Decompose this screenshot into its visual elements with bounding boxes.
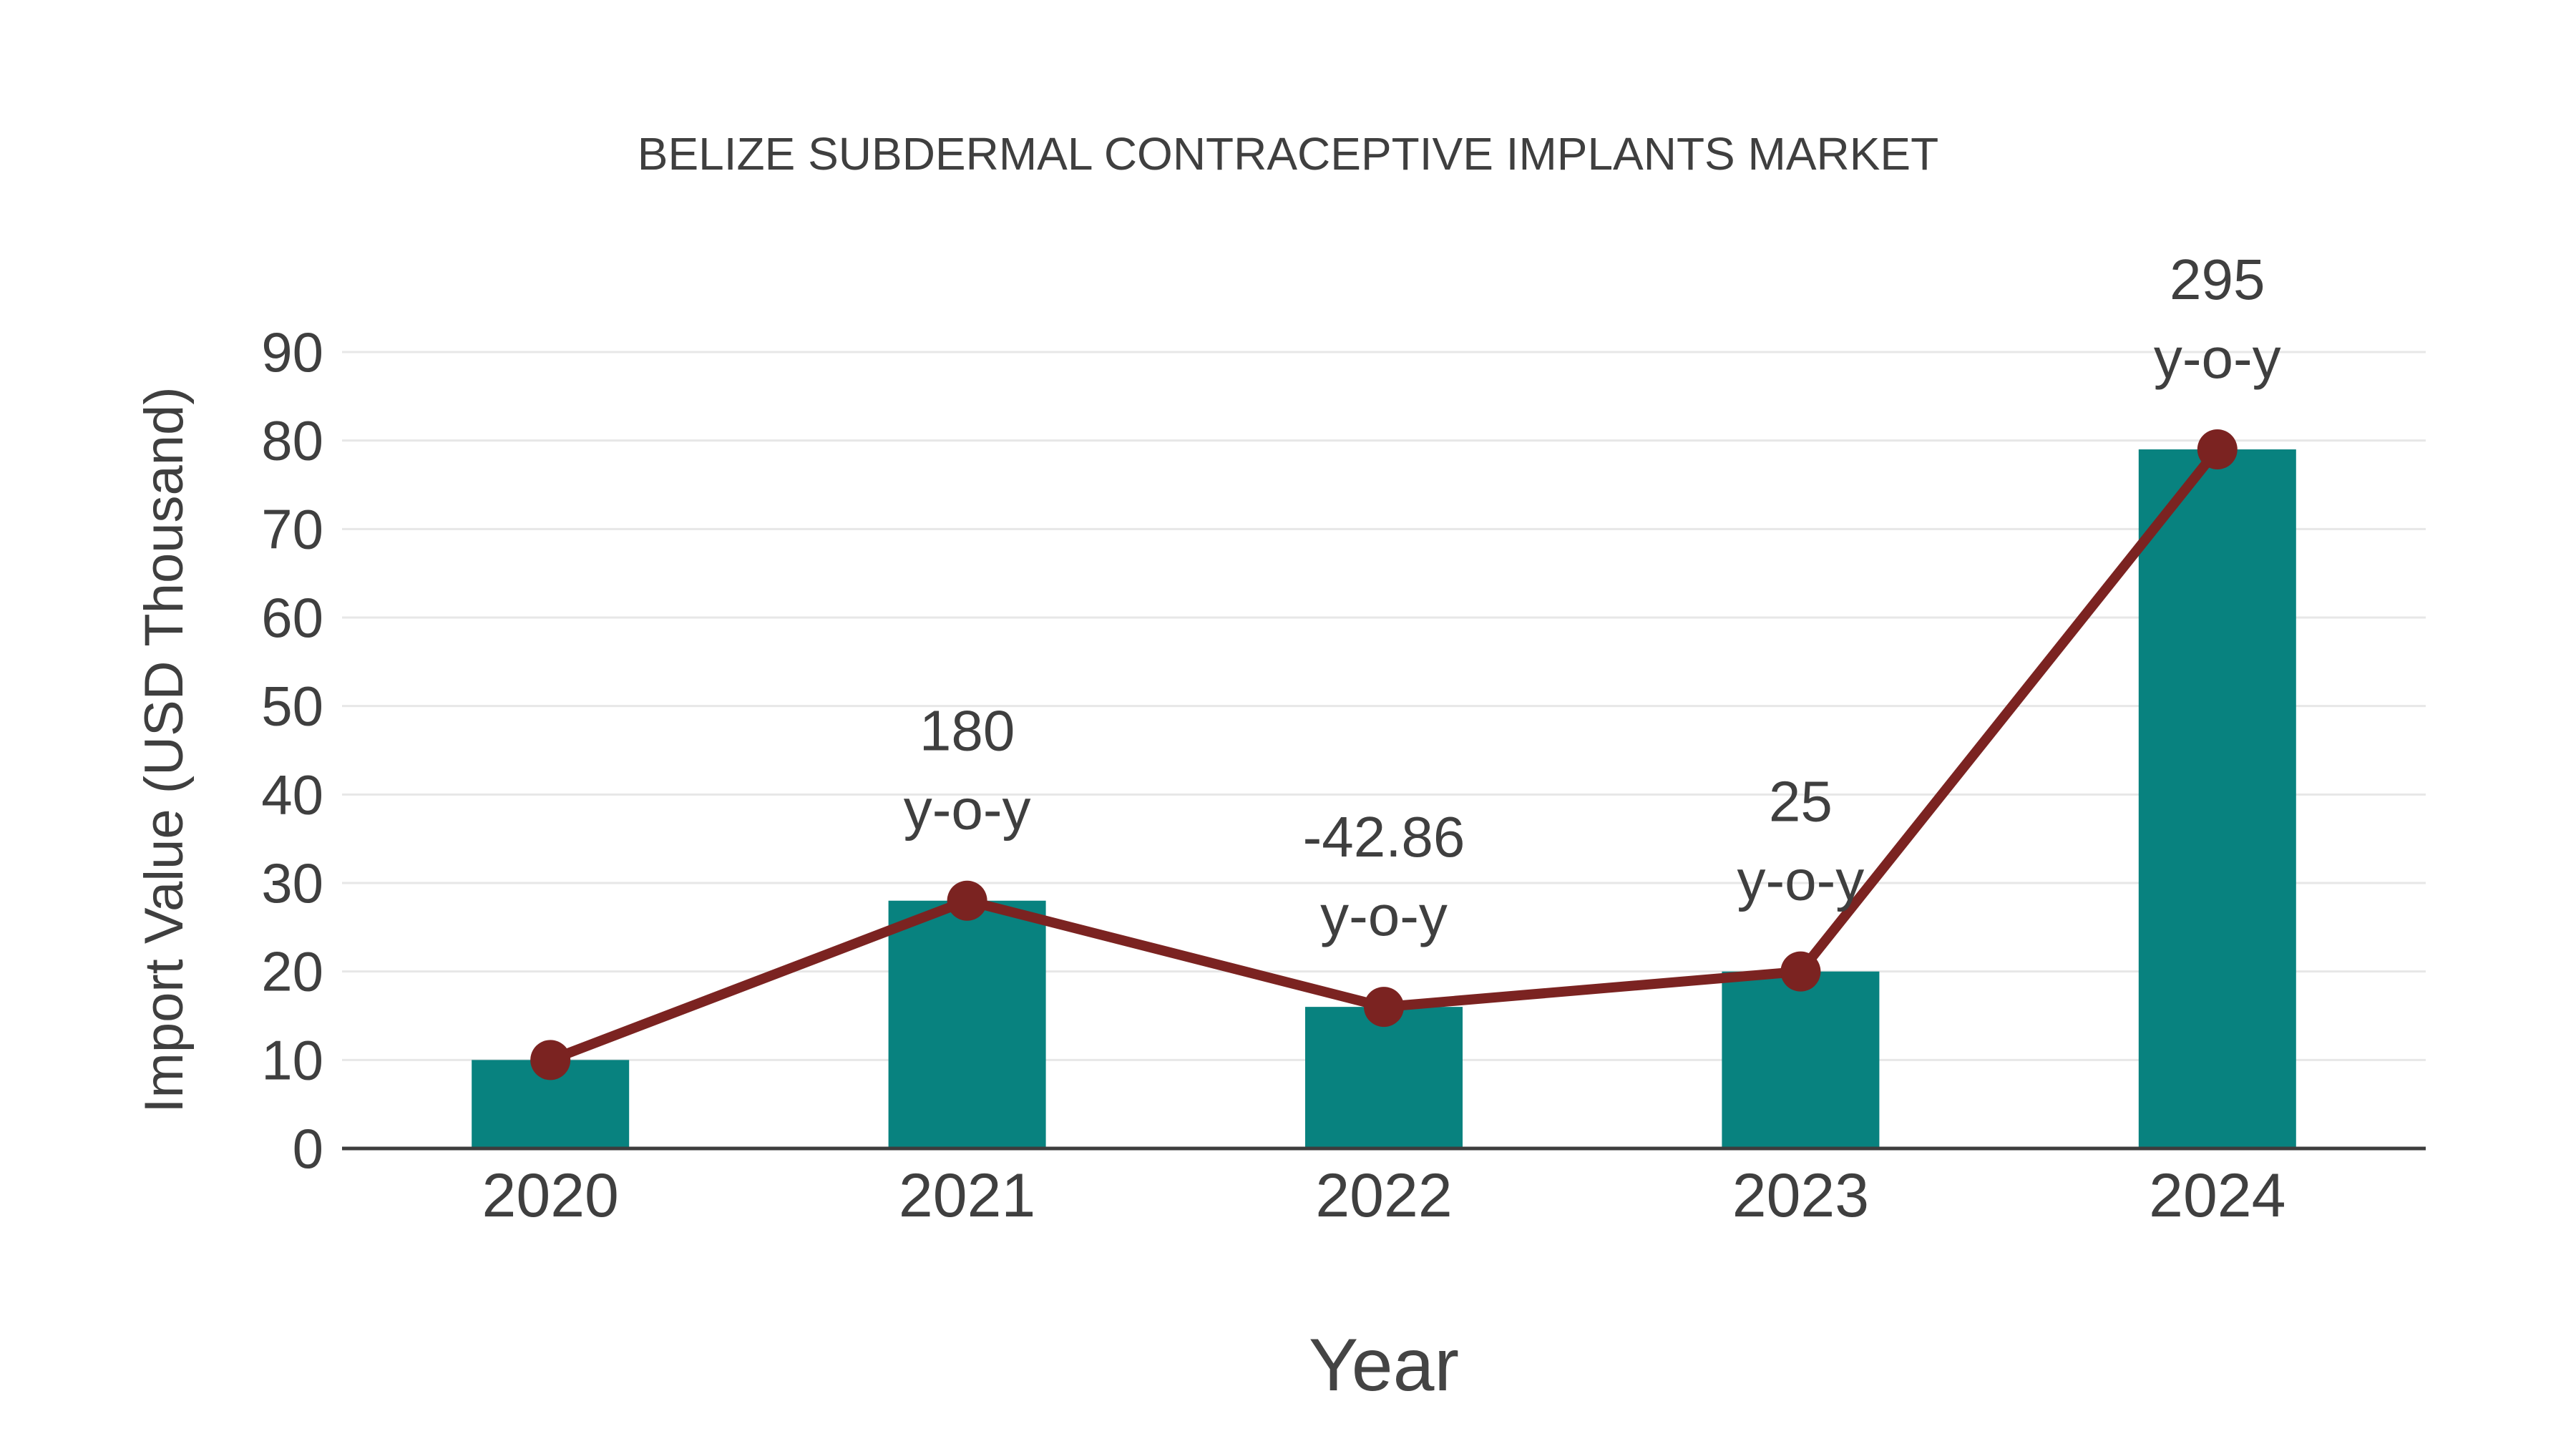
bar-2021 [888,900,1046,1148]
bar-series [472,449,2296,1148]
bar-2022 [1305,1007,1463,1148]
y-tick-label: 60 [261,586,323,649]
data-point-marker-2021 [947,880,987,921]
y-tick-label: 50 [261,675,323,738]
y-axis-tick-labels: 0 10 20 30 40 50 60 70 80 90 [261,321,323,1180]
annotation-suffix: y-o-y [2154,326,2281,390]
bar-2023 [1722,971,1880,1148]
data-point-marker-2023 [1780,951,1821,992]
y-tick-label: 80 [261,409,323,472]
trend-line [548,446,2222,1065]
annotation-value: 180 [919,699,1015,763]
y-tick-label: 10 [261,1028,323,1091]
annotation-value: 25 [1769,770,1833,834]
annotation-suffix: y-o-y [904,778,1031,841]
data-point-marker-2020 [530,1040,571,1080]
data-point-marker-2022 [1364,987,1404,1028]
y-axis-title: Import Value (USD Thousand) [134,386,195,1113]
bar-2024 [2138,449,2296,1148]
annotation-suffix: y-o-y [1320,884,1448,947]
y-tick-label: 30 [261,852,323,914]
y-tick-label: 0 [293,1117,323,1180]
x-tick-label: 2021 [899,1161,1035,1230]
line-series [530,429,2238,1080]
yoy-annotations: 180 y-o-y -42.86 y-o-y 25 y-o-y 295 y-o-y [904,248,2281,947]
annotation-value: 295 [2170,248,2265,311]
x-tick-label: 2020 [482,1161,619,1230]
x-tick-label: 2024 [2149,1161,2285,1230]
y-tick-label: 70 [261,497,323,560]
y-tick-label: 40 [261,763,323,826]
x-axis-tick-labels: 2020 2021 2022 2023 2024 [482,1161,2286,1230]
gridlines [342,351,2426,1061]
x-tick-label: 2022 [1315,1161,1452,1230]
y-tick-label: 90 [261,321,323,384]
annotation-value: -42.86 [1303,805,1465,869]
x-tick-label: 2023 [1732,1161,1869,1230]
annotation-suffix: y-o-y [1737,849,1865,912]
x-axis-title: Year [1309,1324,1459,1407]
y-tick-label: 20 [261,940,323,1003]
chart-title: BELIZE SUBDERMAL CONTRACEPTIVE IMPLANTS … [638,128,1938,180]
data-point-marker-2024 [2197,429,2238,470]
